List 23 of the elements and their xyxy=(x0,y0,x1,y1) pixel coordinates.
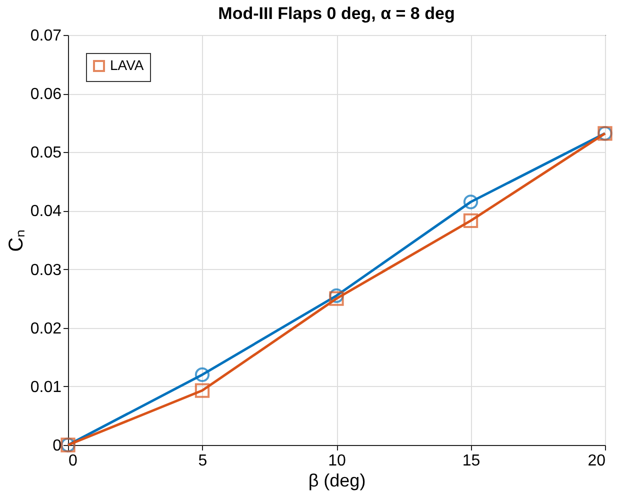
y-tick-label: 0.03 xyxy=(30,262,62,279)
x-tick-label: 15 xyxy=(462,452,480,470)
x-tick-label: 20 xyxy=(588,452,606,470)
point xyxy=(329,291,344,306)
y-tick-label: 0.05 xyxy=(30,144,62,162)
legend-label: LAVA xyxy=(110,57,144,73)
point xyxy=(194,383,210,398)
y-tick-label: 0 xyxy=(52,438,62,454)
y-tick-label: 0.06 xyxy=(30,86,62,104)
x-tick-label: 5 xyxy=(198,452,208,470)
point xyxy=(329,288,344,303)
y-tick-label: 0.04 xyxy=(30,203,62,220)
y-axis-title: Cₙ xyxy=(5,229,28,252)
y-tick-label: 0.02 xyxy=(30,320,62,338)
x-tick-label: 0 xyxy=(68,452,78,470)
y-tick-label: 0.07 xyxy=(30,28,62,44)
chart-title: Mod-III Flaps 0 deg, α = 8 deg xyxy=(218,4,455,23)
x-axis-title: β (deg) xyxy=(308,470,366,490)
point xyxy=(463,213,478,228)
point xyxy=(194,367,210,382)
y-tick-label: 0.01 xyxy=(30,378,62,396)
x-tick-label: 10 xyxy=(328,452,346,470)
point xyxy=(463,194,478,210)
